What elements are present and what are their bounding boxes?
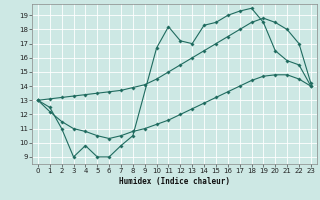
X-axis label: Humidex (Indice chaleur): Humidex (Indice chaleur) [119,177,230,186]
